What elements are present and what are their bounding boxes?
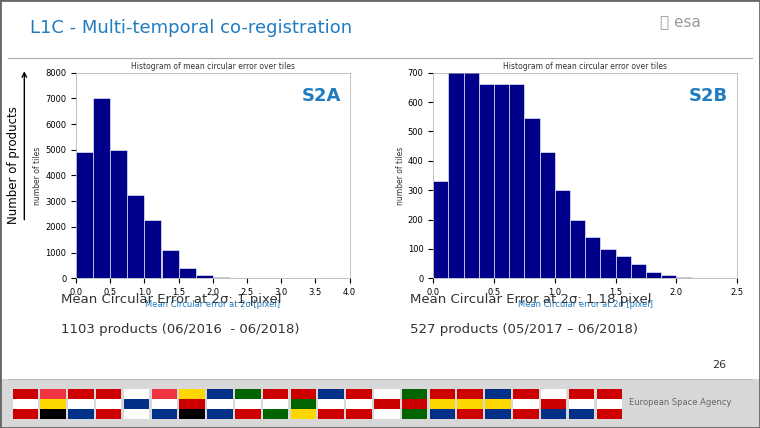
- Bar: [494, 84, 509, 278]
- Bar: [464, 46, 479, 278]
- Text: Mean Circular Error at 2σ: 1.18 pixel: Mean Circular Error at 2σ: 1.18 pixel: [410, 293, 652, 306]
- Bar: [616, 256, 631, 278]
- Bar: [646, 272, 661, 278]
- Bar: [661, 275, 676, 278]
- Bar: [570, 220, 585, 278]
- Bar: [540, 152, 555, 278]
- Bar: [631, 264, 646, 278]
- Bar: [144, 220, 161, 278]
- Title: Histogram of mean circular error over tiles: Histogram of mean circular error over ti…: [503, 62, 667, 71]
- Text: 527 products (05/2017 – 06/2018): 527 products (05/2017 – 06/2018): [410, 323, 638, 336]
- Bar: [585, 237, 600, 278]
- Bar: [600, 249, 616, 278]
- Bar: [127, 195, 144, 278]
- Bar: [433, 181, 448, 278]
- Text: European Space Agency: European Space Agency: [629, 398, 731, 407]
- Title: Histogram of mean circular error over tiles: Histogram of mean circular error over ti…: [131, 62, 295, 71]
- Bar: [524, 118, 540, 278]
- Bar: [555, 190, 570, 278]
- Text: Mean Circular Error at 2σ: 1 pixel: Mean Circular Error at 2σ: 1 pixel: [61, 293, 281, 306]
- Bar: [213, 277, 230, 278]
- Bar: [93, 98, 110, 278]
- Bar: [676, 277, 692, 278]
- Y-axis label: number of tiles: number of tiles: [396, 146, 405, 205]
- Text: S2A: S2A: [302, 87, 341, 105]
- Bar: [479, 84, 494, 278]
- Y-axis label: number of tiles: number of tiles: [33, 146, 43, 205]
- X-axis label: Mean Circular error at 2σ [pixel]: Mean Circular error at 2σ [pixel]: [518, 300, 653, 309]
- Bar: [179, 268, 196, 278]
- Text: ⓔ esa: ⓔ esa: [660, 15, 701, 30]
- Bar: [76, 152, 93, 278]
- Text: Number of products: Number of products: [7, 106, 21, 224]
- Bar: [509, 84, 524, 278]
- X-axis label: Mean Circular error at 2σ [pixel]: Mean Circular error at 2σ [pixel]: [145, 300, 280, 309]
- Text: 1103 products (06/2016  - 06/2018): 1103 products (06/2016 - 06/2018): [61, 323, 299, 336]
- Bar: [110, 150, 127, 278]
- Bar: [196, 275, 213, 278]
- Text: S2B: S2B: [689, 87, 728, 105]
- Bar: [448, 43, 464, 278]
- Text: 26: 26: [711, 360, 726, 370]
- Text: L1C - Multi-temporal co-registration: L1C - Multi-temporal co-registration: [30, 19, 353, 37]
- Bar: [161, 250, 179, 278]
